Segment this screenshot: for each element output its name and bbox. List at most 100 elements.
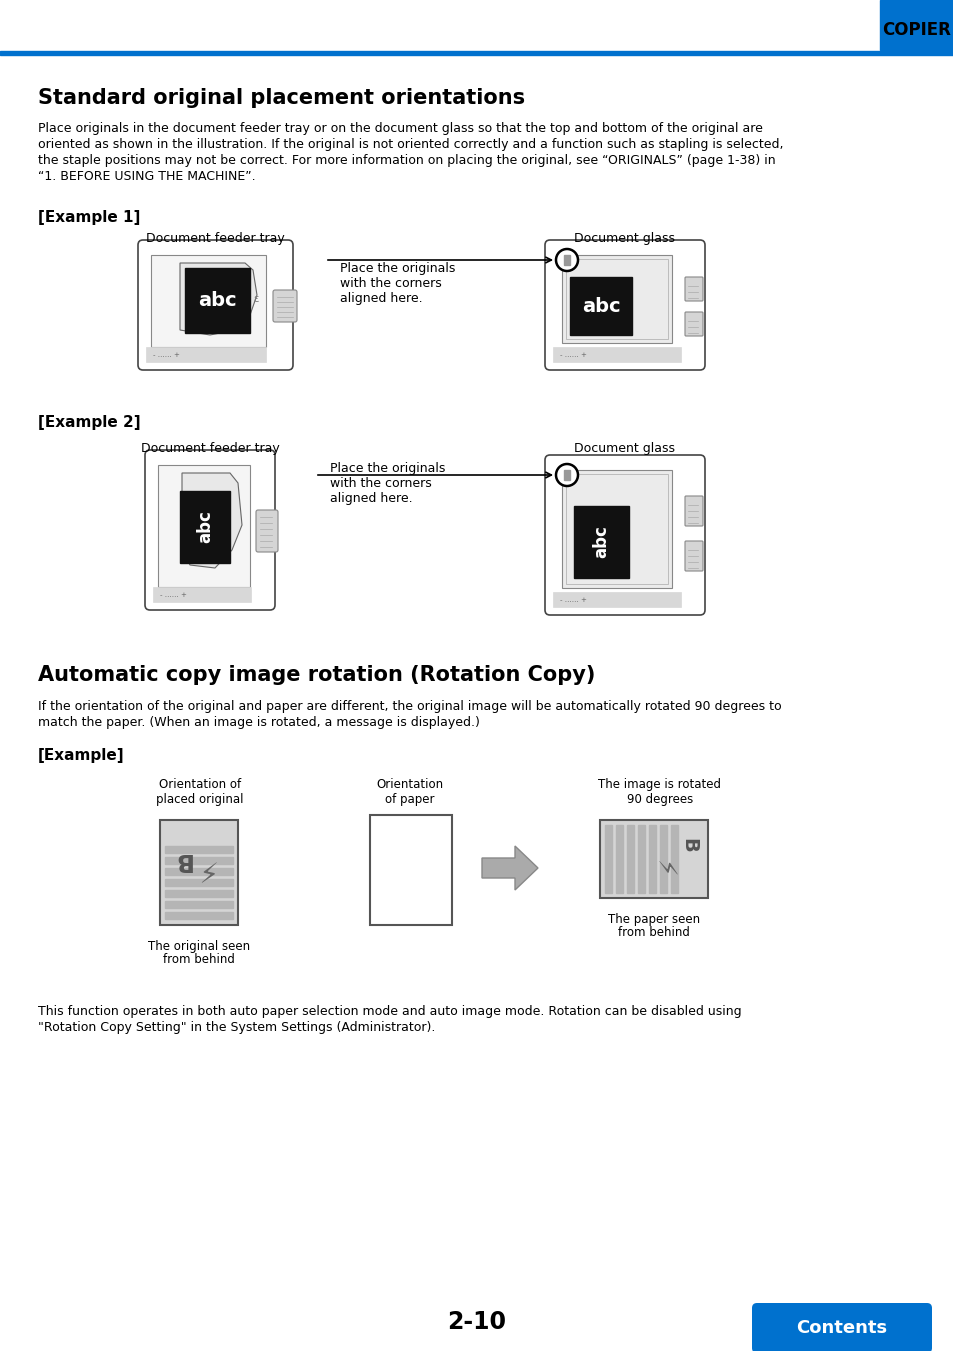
Bar [565, 474, 667, 584]
Text: aligned here.: aligned here. [330, 492, 413, 505]
Bar [616, 825, 622, 893]
Text: with the corners: with the corners [339, 277, 441, 290]
FancyBboxPatch shape [544, 240, 704, 370]
Polygon shape [481, 846, 537, 890]
Text: The image is rotated: The image is rotated [598, 778, 720, 790]
Bar [561, 470, 671, 588]
Text: ⚡: ⚡ [195, 854, 214, 881]
Text: Contents: Contents [796, 1319, 886, 1337]
Bar [165, 901, 233, 908]
FancyBboxPatch shape [684, 277, 702, 301]
Bar [563, 470, 569, 480]
Polygon shape [180, 263, 256, 335]
Circle shape [556, 249, 578, 272]
Text: aligned here.: aligned here. [339, 292, 422, 305]
Text: abc: abc [592, 526, 609, 558]
Bar [604, 825, 612, 893]
Text: Document feeder tray: Document feeder tray [140, 442, 279, 455]
Text: Place the originals: Place the originals [339, 262, 455, 276]
Text: [Example 1]: [Example 1] [38, 209, 140, 226]
Text: ⚡: ⚡ [650, 859, 674, 877]
FancyBboxPatch shape [684, 540, 702, 571]
Text: - …… +: - …… + [559, 353, 586, 358]
Bar [165, 846, 233, 852]
Bar [626, 825, 634, 893]
Text: Automatic copy image rotation (Rotation Copy): Automatic copy image rotation (Rotation … [38, 665, 595, 685]
Bar [599, 820, 707, 898]
Text: [Example]: [Example] [38, 748, 125, 763]
Bar [151, 255, 266, 347]
Text: the staple positions may not be correct. For more information on placing the ori: the staple positions may not be correct.… [38, 154, 775, 168]
Bar [180, 490, 230, 563]
Text: with the corners: with the corners [330, 477, 432, 490]
Bar [879, 0, 953, 50]
Bar [569, 277, 631, 335]
Bar [165, 912, 233, 919]
Bar [370, 815, 452, 925]
FancyBboxPatch shape [684, 312, 702, 336]
Text: Document glass: Document glass [574, 442, 675, 455]
Bar [565, 259, 667, 339]
FancyBboxPatch shape [684, 496, 702, 526]
Text: [Example 2]: [Example 2] [38, 415, 140, 430]
Text: from behind: from behind [618, 925, 689, 939]
Text: B: B [172, 848, 191, 871]
Text: - …… +: - …… + [559, 597, 586, 603]
Bar [165, 890, 233, 897]
Text: Document glass: Document glass [574, 232, 675, 245]
Text: Document feeder tray: Document feeder tray [146, 232, 284, 245]
Bar [563, 255, 569, 265]
Bar [648, 825, 656, 893]
Bar [165, 867, 233, 875]
FancyBboxPatch shape [544, 455, 704, 615]
Text: - …… +: - …… + [152, 353, 180, 358]
Bar [146, 347, 266, 362]
Bar [561, 255, 671, 343]
Polygon shape [182, 473, 242, 567]
Bar [0, 51, 953, 55]
FancyBboxPatch shape [138, 240, 293, 370]
Text: “1. BEFORE USING THE MACHINE”.: “1. BEFORE USING THE MACHINE”. [38, 170, 255, 182]
Bar [638, 825, 644, 893]
Text: Orientation: Orientation [376, 778, 443, 790]
FancyBboxPatch shape [751, 1302, 931, 1351]
Text: 2-10: 2-10 [447, 1310, 506, 1333]
Text: "Rotation Copy Setting" in the System Settings (Administrator).: "Rotation Copy Setting" in the System Se… [38, 1021, 435, 1034]
FancyBboxPatch shape [255, 509, 277, 553]
Bar [659, 825, 666, 893]
Bar [165, 880, 233, 886]
Text: Place the originals: Place the originals [330, 462, 445, 476]
Text: COPIER: COPIER [882, 22, 950, 39]
Text: placed original: placed original [156, 793, 244, 807]
Bar [165, 857, 233, 865]
Text: abc: abc [195, 511, 213, 543]
Text: B: B [679, 838, 698, 852]
Bar [553, 592, 680, 607]
Text: oriented as shown in the illustration. If the original is not oriented correctly: oriented as shown in the illustration. I… [38, 138, 782, 151]
Text: of paper: of paper [385, 793, 435, 807]
Bar [574, 507, 628, 578]
Text: Place originals in the document feeder tray or on the document glass so that the: Place originals in the document feeder t… [38, 122, 762, 135]
Bar [670, 825, 678, 893]
Text: The original seen: The original seen [148, 940, 250, 952]
Text: Orientation of: Orientation of [159, 778, 241, 790]
Text: abc: abc [581, 296, 619, 316]
Circle shape [556, 463, 578, 486]
FancyBboxPatch shape [145, 450, 274, 611]
Text: This function operates in both auto paper selection mode and auto image mode. Ro: This function operates in both auto pape… [38, 1005, 740, 1019]
Text: Standard original placement orientations: Standard original placement orientations [38, 88, 524, 108]
Bar [160, 820, 237, 925]
Bar [553, 347, 680, 362]
Text: The paper seen: The paper seen [607, 913, 700, 925]
Text: match the paper. (When an image is rotated, a message is displayed.): match the paper. (When an image is rotat… [38, 716, 479, 730]
FancyBboxPatch shape [273, 290, 296, 322]
Text: abc: abc [197, 292, 236, 311]
Text: 90 degrees: 90 degrees [626, 793, 693, 807]
Text: from behind: from behind [163, 952, 234, 966]
Bar [185, 267, 250, 332]
Text: - …… +: - …… + [160, 592, 187, 598]
Bar [152, 586, 251, 603]
Bar [158, 465, 250, 586]
Text: If the orientation of the original and paper are different, the original image w: If the orientation of the original and p… [38, 700, 781, 713]
Text: ε: ε [253, 295, 258, 304]
